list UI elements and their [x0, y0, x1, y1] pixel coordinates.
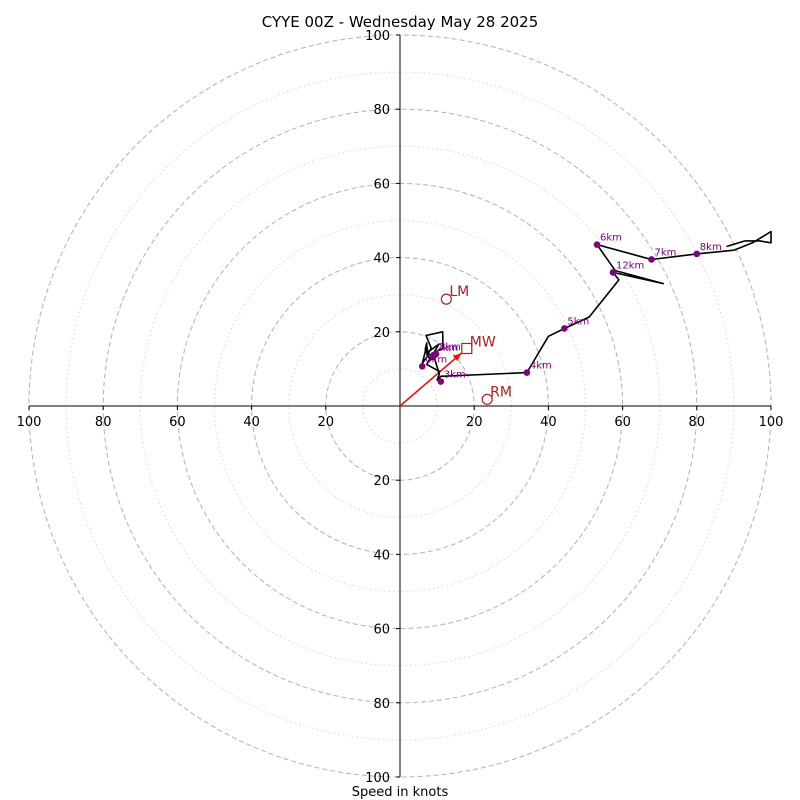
y-tick-label: 20: [373, 474, 390, 489]
right-mover-label: RM: [490, 384, 512, 400]
height-label: 7km: [655, 247, 677, 258]
left-mover-label: LM: [449, 284, 469, 300]
height-point: [593, 241, 601, 248]
mean-wind-marker: [461, 342, 473, 355]
y-tick-label: 40: [373, 548, 390, 563]
y-tick-label: 20: [373, 326, 390, 341]
x-tick-label: 20: [466, 415, 483, 430]
y-tick-label: 60: [373, 623, 390, 638]
x-tick-label: 100: [759, 415, 784, 430]
y-tick-label: 80: [373, 103, 390, 118]
right-mover-marker: [481, 393, 493, 405]
x-tick-label: 60: [169, 415, 186, 430]
height-label: 5km: [567, 316, 589, 327]
y-tick-label: 40: [373, 252, 390, 267]
y-tick-label: 60: [373, 177, 390, 192]
storm-vectors: MW LM RM: [399, 284, 512, 407]
height-point: [523, 369, 531, 376]
x-tick-label: 100: [17, 415, 42, 430]
x-tick-label: 60: [614, 415, 631, 430]
height-point: [561, 325, 568, 332]
height-point: [648, 256, 655, 263]
height-label: 1km: [439, 342, 461, 353]
x-tick-label: 40: [540, 415, 557, 430]
height-point: [609, 269, 617, 276]
x-tick-label: 40: [243, 415, 260, 430]
mean-wind-arrowhead: [452, 353, 462, 362]
height-label: 3km: [444, 370, 466, 381]
height-point: [418, 363, 426, 370]
x-tick-label: 20: [318, 415, 335, 430]
x-axis-label: Speed in knots: [352, 785, 449, 800]
hodograph-line: [421, 230, 772, 381]
x-tick-label: 80: [95, 415, 112, 430]
height-point: [693, 250, 701, 258]
height-label: 6km: [600, 233, 622, 244]
height-point: [437, 378, 445, 385]
height-label: 2km: [436, 343, 458, 354]
height-label: 12km: [616, 260, 644, 271]
y-tick-label: 100: [365, 29, 390, 44]
height-label: 4km: [530, 361, 552, 372]
height-label: 8km: [700, 242, 722, 253]
y-tick-label: 80: [373, 697, 390, 712]
mean-wind-arrow: [399, 352, 462, 407]
x-tick-label: 80: [689, 415, 706, 430]
height-label: 0km: [425, 354, 447, 365]
hodograph-trace: [421, 230, 772, 381]
tick-labels: 100 80 60 40 20 20 40 60 80 100 20 40 60 80 100 20 40 60 8…: [17, 29, 784, 786]
mean-wind-label: MW: [470, 334, 496, 350]
left-mover-marker: [440, 293, 452, 305]
y-tick-label: 100: [365, 771, 390, 786]
chart-title: CYYE 00Z - Wednesday May 28 2025: [262, 13, 539, 31]
height-point: [430, 351, 437, 359]
